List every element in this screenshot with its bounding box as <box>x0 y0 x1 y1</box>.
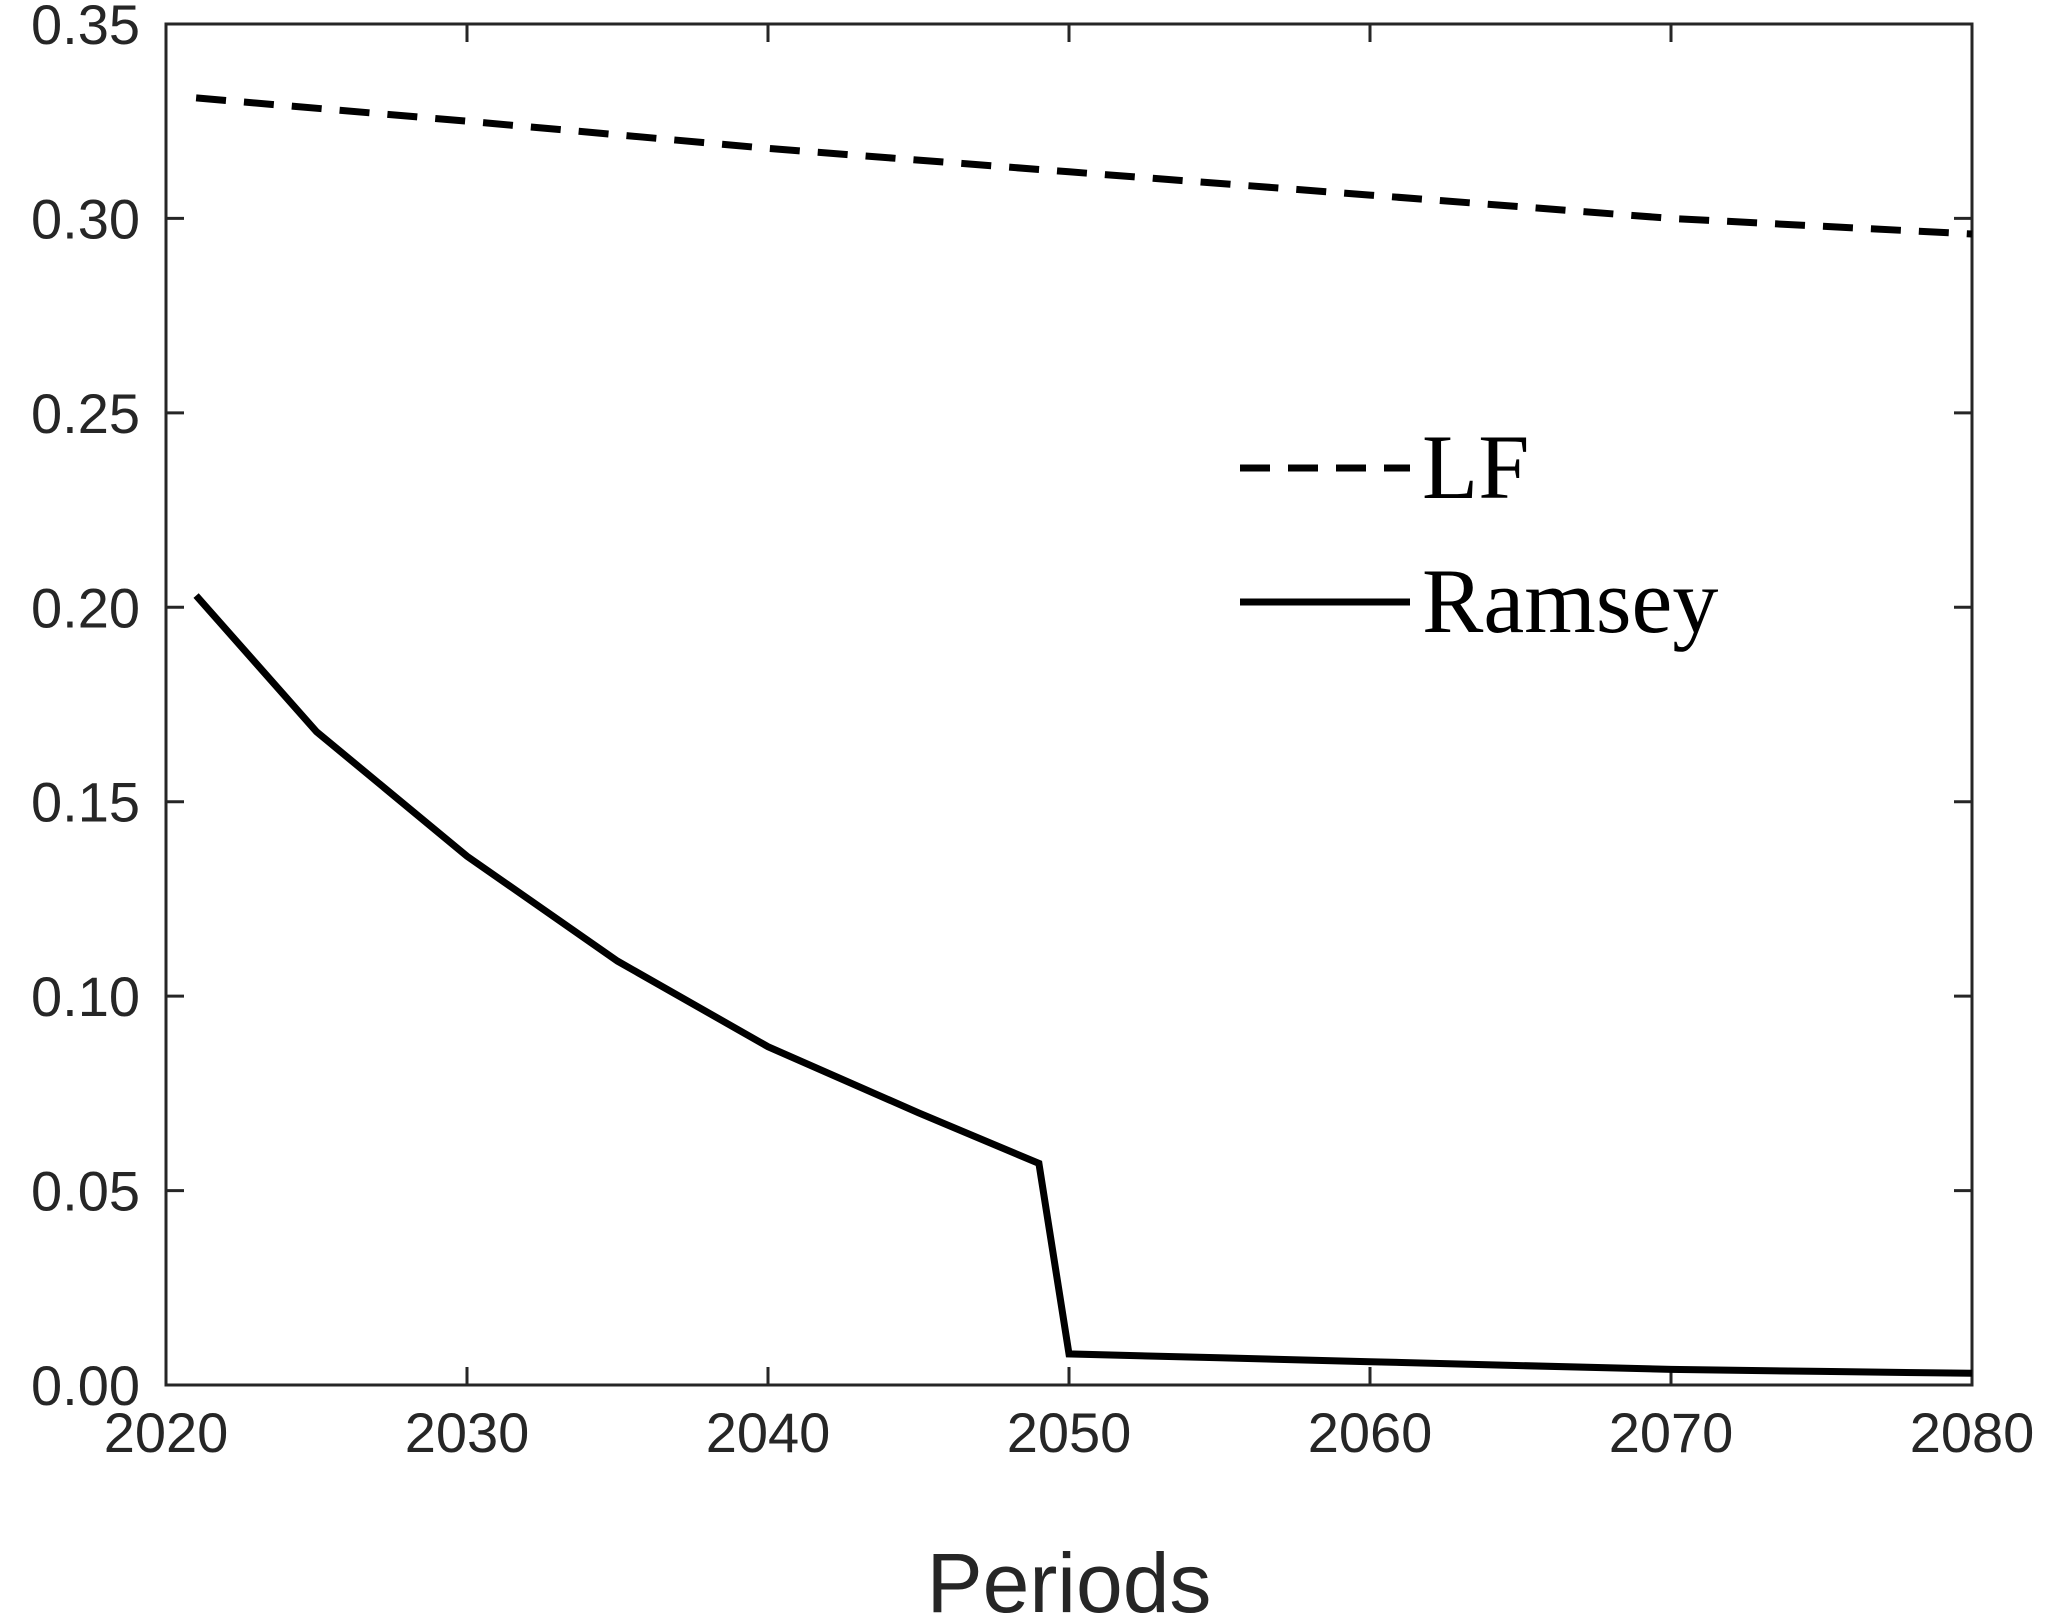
series-layer <box>193 94 1973 1377</box>
y-tick-label: 0.25 <box>31 382 140 445</box>
x-axis-title: Periods <box>927 1536 1212 1623</box>
x-tick-label: 2030 <box>405 1401 530 1464</box>
legend-label-lf: LF <box>1422 416 1529 518</box>
legend-label-ramsey: Ramsey <box>1422 550 1718 652</box>
y-tick-label: 0.10 <box>31 965 140 1028</box>
x-tick-label: 2040 <box>706 1401 831 1464</box>
y-tick-label: 0.15 <box>31 771 140 834</box>
x-tick-label: 2060 <box>1308 1401 1433 1464</box>
y-tick-label: 0.05 <box>31 1160 140 1223</box>
x-tick-label: 2050 <box>1007 1401 1132 1464</box>
x-tick-label: 2080 <box>1910 1401 2035 1464</box>
y-tick-label: 0.30 <box>31 187 140 250</box>
y-tick-label: 0.35 <box>31 0 140 56</box>
axis-ticks: 2020 2030 2040 2050 2060 2070 2080 0.00 0.05 0.10… <box>31 0 2034 1464</box>
x-tick-label: 2070 <box>1609 1401 1734 1464</box>
series-line-lf <box>195 94 1973 238</box>
plot-area <box>164 22 1974 1387</box>
x-tick-label: 2020 <box>104 1401 229 1464</box>
legend: LF Ramsey <box>1240 416 1718 652</box>
series-line-ramsey <box>193 593 1973 1377</box>
y-tick-label: 0.00 <box>31 1354 140 1417</box>
y-tick-label: 0.20 <box>31 576 140 639</box>
